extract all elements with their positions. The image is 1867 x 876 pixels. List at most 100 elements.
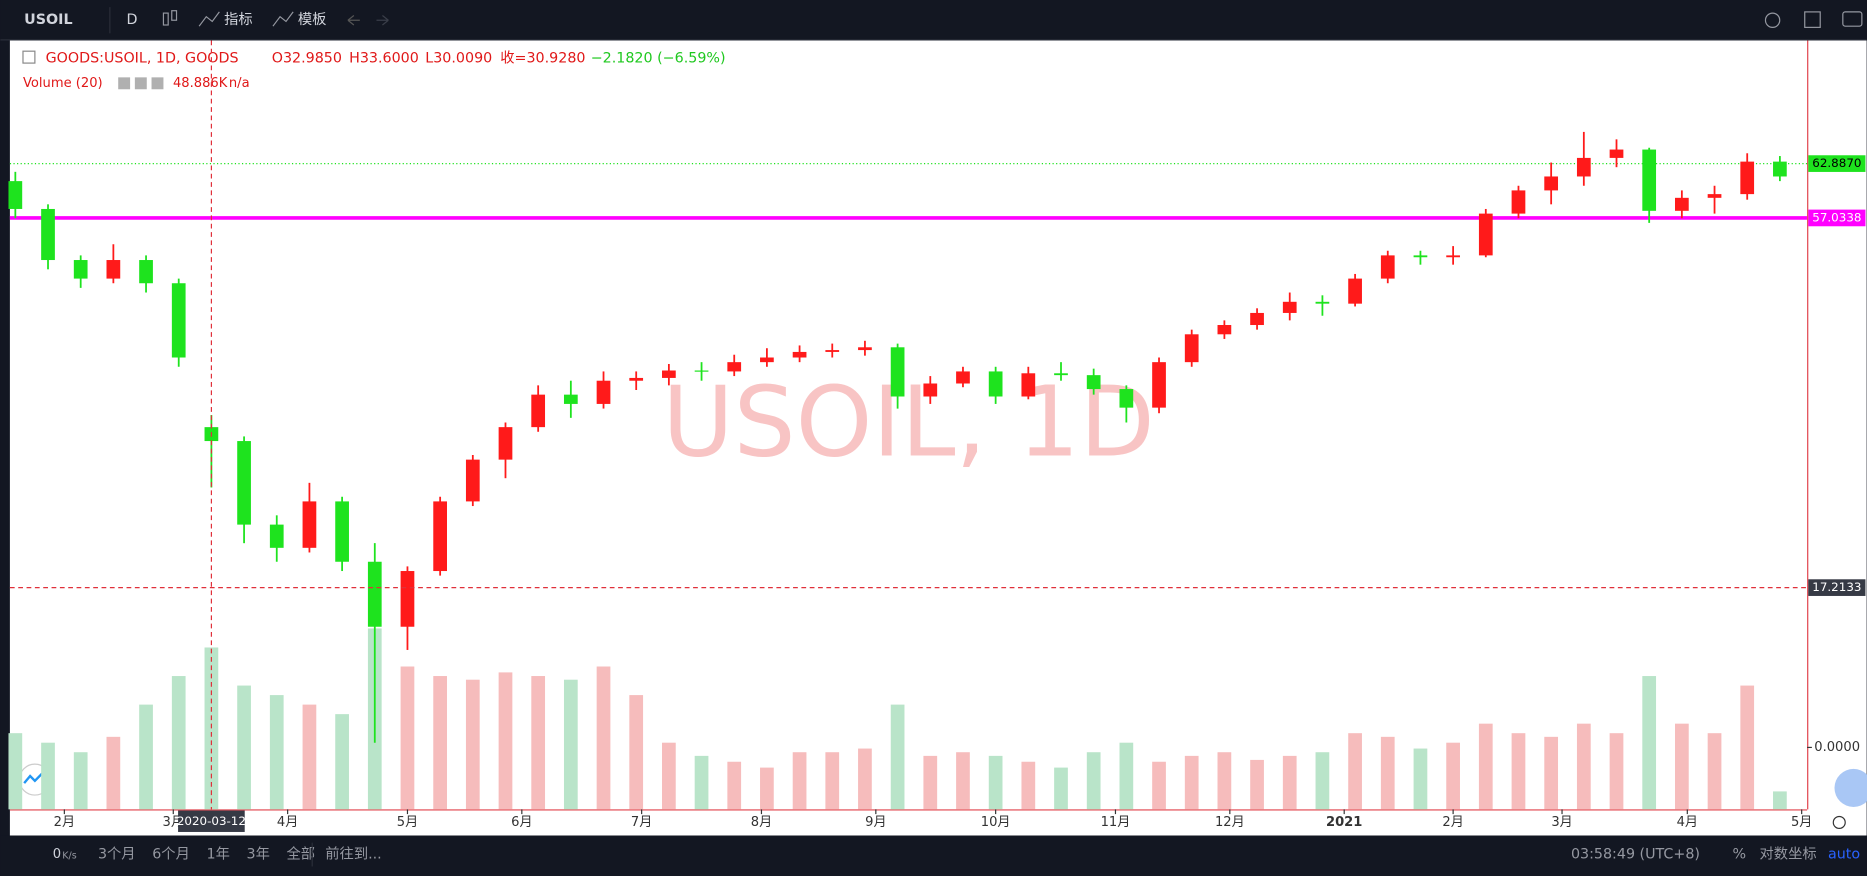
candle-body	[1446, 255, 1460, 258]
bottom-bar	[0, 835, 1867, 876]
volume-bar	[106, 736, 121, 810]
volume-bar	[302, 704, 317, 810]
legend-title: GOODS:USOIL, 1D, GOODS	[46, 50, 239, 66]
x-tick-label: 8月	[751, 815, 772, 830]
legend-open: O32.9850	[272, 50, 342, 66]
template-icon[interactable]	[272, 11, 294, 27]
volume-bar	[400, 666, 415, 810]
collapse[interactable]	[22, 50, 36, 64]
percent-toggle[interactable]: %	[1732, 847, 1746, 863]
range-button[interactable]: 3个月	[98, 846, 136, 863]
candle-body	[269, 524, 284, 548]
candle-body	[596, 380, 611, 404]
candle-body	[465, 459, 480, 502]
legend-low: L30.0090	[425, 50, 492, 66]
legend-close: 收=30.9280	[500, 49, 585, 66]
volume-bar	[1348, 733, 1362, 810]
legend-high: H33.6000	[349, 50, 419, 66]
interval[interactable]: D	[127, 12, 138, 28]
candle-body	[106, 260, 121, 279]
candle-body	[825, 350, 840, 352]
candle-body	[1740, 161, 1755, 195]
candle-body	[629, 377, 644, 381]
settings[interactable]	[1764, 12, 1781, 28]
undo[interactable]	[347, 15, 360, 26]
candle-body	[139, 260, 153, 284]
candle-body	[367, 561, 382, 627]
speed: 0	[53, 847, 61, 862]
candle-body	[1642, 149, 1657, 211]
volume-bar	[760, 767, 774, 810]
volume-bar	[956, 752, 970, 810]
templates-button[interactable]: 模板	[298, 11, 327, 28]
candle-body	[727, 362, 742, 372]
volume-bar	[727, 761, 742, 810]
candle-body	[1152, 362, 1166, 408]
candle-body	[1478, 213, 1493, 256]
fullscreen[interactable]	[1804, 11, 1821, 28]
volume-value: 48.886K	[173, 76, 228, 91]
candle-body	[531, 394, 546, 428]
x-tick-label: 10月	[981, 815, 1011, 830]
volume-bar	[237, 685, 251, 810]
candle-body	[760, 357, 774, 363]
candle-body	[73, 260, 88, 279]
axis-settings[interactable]	[1832, 815, 1846, 829]
candle-body	[1707, 194, 1722, 198]
volume-bar	[1544, 736, 1559, 810]
symbol[interactable]: USOIL	[24, 12, 72, 28]
volume-bar	[694, 755, 709, 810]
crosshair-y-label: 17.2133	[1812, 580, 1861, 594]
screenshot[interactable]	[1842, 11, 1863, 27]
x-tick-label: 5月	[1791, 815, 1812, 830]
x-tick-label: 9月	[865, 815, 886, 830]
goto[interactable]: 前往到...	[325, 846, 381, 863]
candle-body	[988, 371, 1003, 397]
candle-body	[1413, 255, 1428, 258]
auto-toggle[interactable]: auto	[1828, 847, 1860, 863]
volume-bar	[1773, 791, 1787, 810]
range-button[interactable]: 6个月	[152, 846, 190, 863]
log-toggle[interactable]: 对数坐标	[1760, 846, 1817, 863]
candle-body	[171, 283, 186, 358]
volume-bar	[923, 755, 938, 810]
redo[interactable]	[376, 15, 389, 26]
indicators-button[interactable]: 指标	[224, 11, 253, 28]
volume-bar	[629, 695, 644, 810]
candle-body	[8, 181, 23, 209]
x-tick-label: 7月	[631, 815, 652, 830]
x-tick-label: 4月	[277, 815, 298, 830]
plot	[8, 131, 1808, 810]
candle-body	[302, 501, 317, 548]
volume-bar	[1054, 767, 1068, 810]
edit-button[interactable]	[1834, 768, 1867, 807]
indicator-icon[interactable]	[198, 11, 220, 27]
volume-bar	[204, 647, 219, 810]
candle-body	[1021, 373, 1036, 397]
volume-bar	[1250, 759, 1264, 810]
candle-body	[1250, 312, 1264, 326]
candle-body	[858, 347, 872, 351]
volume-bar	[1282, 755, 1297, 810]
candle-body	[41, 208, 55, 261]
range-button[interactable]: 全部	[287, 845, 316, 863]
volume-bar	[335, 714, 349, 810]
x-tick-label: 5月	[397, 815, 418, 830]
volume-bar	[41, 742, 55, 810]
volume-bar	[1152, 761, 1166, 810]
range-button[interactable]: 3年	[247, 846, 270, 863]
candle-icon[interactable]	[162, 10, 178, 26]
volume-bar	[465, 679, 480, 810]
range-button[interactable]: 1年	[207, 846, 230, 863]
volume-controls[interactable]	[118, 77, 164, 90]
volume-bar	[792, 752, 807, 810]
volume-bar	[662, 742, 676, 810]
hline-label-bg	[1808, 209, 1866, 227]
volume-bar	[433, 676, 447, 810]
volume-bar	[988, 755, 1003, 810]
candle-body	[694, 370, 709, 372]
crosshair-x-label-bg	[178, 810, 245, 832]
candle-body	[1184, 334, 1199, 363]
candle-body	[1380, 255, 1395, 279]
